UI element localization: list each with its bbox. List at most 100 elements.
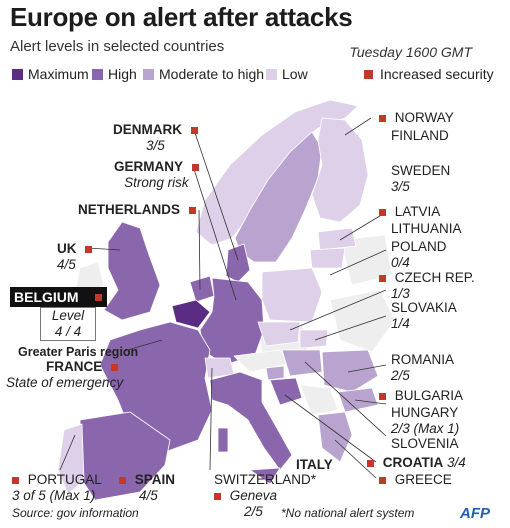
alert-level: 1/4 [391,316,410,331]
background-land [339,234,393,286]
label-sweden: SWEDEN 3/5 [391,163,450,195]
country-name: CZECH REP. [394,270,475,285]
alert-level: 3/5 [391,179,410,194]
increased-security-marker [379,209,386,216]
label-slovakia: SLOVAKIA 1/4 [391,300,457,332]
increased-security-marker [119,477,126,484]
country-hungary [281,349,323,377]
label-croatia: CROATIA 3/4 [367,455,466,471]
footnote: *No national alert system [281,506,415,520]
legend-low: Low [266,66,308,82]
legend-moderate-high: Moderate to high [143,66,264,82]
increased-security-marker [190,127,198,134]
country-name: FRANCE [46,359,103,374]
country-lithuania [309,247,346,269]
background-land [329,289,396,353]
label-denmark: DENMARK 3/5 [113,122,198,154]
legend-swatch [266,68,277,80]
label-finland: FINLAND [391,128,449,144]
label-italy: ITALY [296,457,333,473]
timestamp: Tuesday 1600 GMT [349,44,472,60]
increased-security-marker [364,69,373,79]
alert-level: State of emergency [6,375,124,390]
country-name: ROMANIA [391,352,455,367]
increased-security-marker [188,207,196,214]
country-slovakia [299,329,329,349]
country-finland [311,117,369,223]
legend-label: High [108,66,137,82]
increased-security-marker [12,477,19,484]
level-label: Level [51,308,85,323]
country-name: SWITZERLAND* [214,472,317,487]
label-france: FRANCE State of emergency [6,359,123,391]
map-subtitle: Alert levels in selected countries [10,38,225,55]
country-name: POLAND [391,239,447,254]
afp-logo: AFP [460,505,490,522]
alert-level: 0/4 [391,255,410,270]
country-belgium [171,299,211,329]
label-uk: UK 4/5 [57,241,93,273]
country-czech [257,321,301,347]
country-portugal [57,423,85,495]
label-poland: POLAND 0/4 [391,239,447,271]
country-name: DENMARK [113,122,182,137]
increased-security-marker [214,493,221,500]
legend-label: Increased security [380,66,494,82]
increased-security-marker [95,294,102,301]
label-spain: SPAIN 4/5 [119,472,175,504]
alert-level: 1/3 [391,286,410,301]
label-lithuania: LITHUANIA [391,221,462,237]
increased-security-marker [379,477,386,484]
country-name: CROATIA [382,455,444,470]
increased-security-marker [85,246,93,253]
label-paris-region: Greater Paris region [18,345,139,359]
city-name: Geneva [229,488,278,503]
country-netherlands [189,275,215,303]
label-greece: GREECE [379,472,452,488]
country-slovenia [265,365,285,381]
increased-security-marker [379,393,386,400]
legend-swatch [143,68,154,80]
label-slovenia: SLOVENIA [391,436,459,452]
legend-label: Maximum [28,66,89,82]
country-name: GERMANY [114,159,184,174]
legend-swatch [92,68,103,80]
country-name: NORWAY [394,110,454,125]
alert-level: Strong risk [124,175,189,190]
legend-label: Low [282,66,308,82]
alert-level: 3 of 5 (Max 1) [12,488,96,503]
alert-level: 3/5 [145,138,165,153]
country-greece [317,411,353,463]
alert-level: 2/3 (Max 1) [391,421,460,436]
label-netherlands: NETHERLANDS [78,202,196,218]
country-name: HUNGARY [391,405,459,420]
background-land [299,384,339,416]
alert-level: 2/5 [244,504,263,519]
alert-level: 4 / 4 [54,324,82,339]
belgium-level-box: Level 4 / 4 [40,307,96,341]
country-name: BELGIUM [14,289,79,305]
label-germany: GERMANY Strong risk [114,159,199,191]
label-romania: ROMANIA 2/5 [391,352,454,384]
country-norway [195,99,359,246]
label-norway: NORWAY [379,110,454,126]
country-name: LATVIA [394,204,441,219]
country-name: PORTUGAL [27,472,102,487]
country-name: SLOVAKIA [391,300,457,315]
country-name: SWEDEN [391,163,451,178]
alert-level: 3/4 [447,455,466,470]
increased-security-marker [379,275,386,282]
country-name: LITHUANIA [391,221,462,236]
alert-level: 4/5 [57,257,76,272]
country-denmark [225,243,251,283]
legend-maximum: Maximum [12,66,89,82]
label-portugal: PORTUGAL 3 of 5 (Max 1) [12,472,102,504]
country-sicily [249,467,281,485]
increased-security-marker [191,164,199,171]
legend-swatch [12,68,23,80]
map-title: Europe on alert after attacks [10,2,353,32]
increased-security-marker [111,364,119,371]
alert-level: 4/5 [139,488,158,503]
country-croatia [269,377,303,406]
